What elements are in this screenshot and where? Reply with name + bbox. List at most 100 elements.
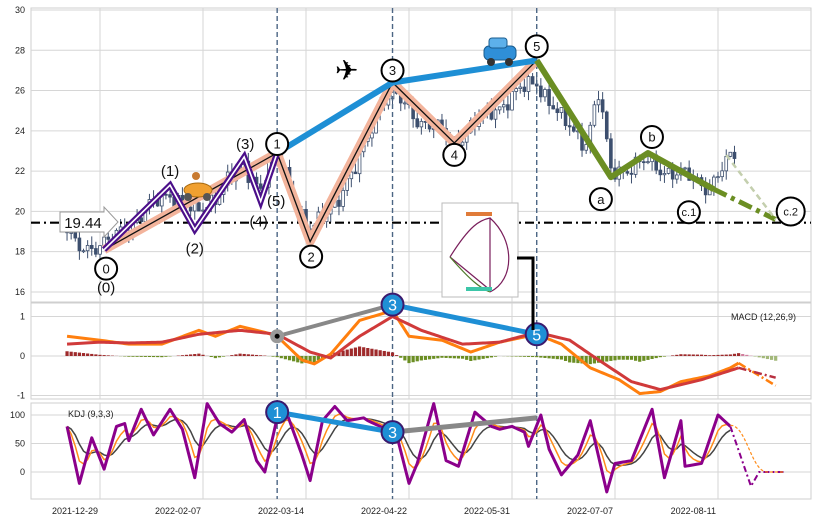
- macd-histogram-bar: [279, 356, 283, 359]
- kdj-divergence-line: [276, 409, 393, 435]
- macd-histogram-bar: [753, 356, 757, 357]
- corrective-wave-line: [534, 58, 716, 192]
- macd-histogram-bar: [563, 356, 568, 361]
- macd-histogram-bar: [465, 356, 469, 360]
- candle-body: [403, 102, 407, 105]
- wave-label-2: 2: [308, 249, 315, 264]
- macd-histogram-bar: [456, 356, 461, 359]
- macd-histogram-bar: [180, 355, 184, 356]
- candle-body: [370, 132, 374, 139]
- macd-histogram-bar: [94, 354, 98, 356]
- candle-body: [497, 106, 502, 111]
- labels: 0 1 2 3 4 5 (0) (1) (2) (3) (4) (5) a b c.1 c.2 19.44 ✈: [59, 34, 806, 330]
- scooter-wheel: [203, 193, 211, 201]
- candle-body: [81, 250, 86, 253]
- candle-body: [415, 118, 420, 128]
- macd-histogram-bar: [629, 356, 634, 360]
- macd-histogram-bar: [411, 356, 415, 363]
- candle-body: [572, 126, 576, 132]
- candle-body: [600, 99, 605, 113]
- candle-body: [662, 172, 667, 176]
- candle-body: [85, 245, 90, 252]
- macd-histogram-bar: [518, 356, 522, 357]
- macd-histogram-bar: [308, 356, 312, 363]
- candle-body: [530, 76, 535, 85]
- candle-body: [732, 151, 737, 159]
- macd-histogram-bar: [774, 356, 778, 361]
- macd-histogram-bar: [646, 356, 650, 360]
- macd-divergence-line: [392, 302, 538, 337]
- candle-body: [460, 141, 465, 146]
- wave-label-b: b: [648, 130, 655, 145]
- macd-dea-line: [66, 314, 740, 392]
- candle-body: [353, 171, 358, 175]
- macd-histogram-bar: [741, 353, 745, 356]
- wave-label-c-1: c.1: [682, 207, 697, 219]
- candle-body: [526, 76, 531, 92]
- x-tick-label: 2022-04-22: [361, 506, 407, 516]
- macd-histogram-bar: [477, 356, 481, 360]
- macd-histogram-bar: [687, 354, 691, 356]
- macd-y-tick: 1: [20, 312, 25, 322]
- macd-histogram-bar: [349, 348, 353, 356]
- candle-body: [164, 193, 168, 196]
- candle-body: [629, 172, 634, 175]
- candle-body: [555, 108, 560, 114]
- macd-histogram-bar: [151, 356, 156, 358]
- wave-label-0: 0: [103, 261, 110, 276]
- macd-histogram-bar: [193, 354, 197, 356]
- macd-histogram-bar: [592, 356, 596, 364]
- kdj-wave-mark-1-circle: [265, 400, 290, 425]
- kdj-y-tick: 0: [20, 467, 25, 477]
- sub-wave-inner: [103, 152, 278, 251]
- macd-histogram-bar: [242, 353, 246, 356]
- candle-body: [501, 104, 506, 108]
- macd-histogram-bar: [526, 356, 531, 357]
- scooter-body: [183, 182, 213, 198]
- macd-histogram-bar: [139, 356, 143, 357]
- macd-histogram-bar: [382, 350, 386, 356]
- inset-bar: [466, 212, 492, 216]
- macd-histogram-bar: [543, 356, 547, 358]
- candle-body: [592, 104, 597, 126]
- macd-histogram-bar: [588, 356, 592, 365]
- macd-histogram-bar: [551, 356, 555, 359]
- panel-frame-0: [30, 7, 812, 303]
- macd-histogram-bar: [423, 356, 428, 360]
- macd-histogram-bar: [745, 354, 749, 356]
- macd-histogram-bar: [90, 353, 94, 356]
- macd-histogram-bar: [246, 354, 250, 356]
- subwave-label: (2): [186, 241, 204, 258]
- candle-body: [642, 161, 646, 164]
- kdj-k-projection: [730, 424, 784, 473]
- macd-histogram-bar: [638, 356, 642, 362]
- candle-body: [510, 91, 514, 111]
- macd-histogram-bar: [460, 356, 465, 359]
- macd-histogram-bar: [535, 356, 539, 358]
- candle-body: [543, 89, 547, 98]
- candle-body: [675, 174, 679, 180]
- macd-histogram-bar: [69, 351, 73, 356]
- macd-histogram-bar: [473, 356, 477, 361]
- candle-body: [188, 206, 193, 212]
- macd-histogram-bar: [275, 356, 279, 358]
- macd-histogram-bar: [765, 356, 770, 360]
- macd-histogram-bar: [366, 348, 370, 356]
- kdj-j-projection: [729, 426, 784, 489]
- macd-histogram-bar: [559, 356, 564, 360]
- macd-title: MACD (12,26,9): [731, 312, 796, 322]
- macd-mark-dot-center: [274, 333, 280, 339]
- macd-y-tick: 0: [20, 351, 25, 361]
- wave-label-2-circle: [299, 244, 324, 269]
- macd-histogram-bar: [720, 354, 724, 356]
- car-roof: [488, 37, 508, 49]
- candle-body: [89, 245, 94, 249]
- macd-histogram-bar: [757, 356, 761, 358]
- macd-histogram-bar: [230, 355, 234, 356]
- macd-dea-projection: [738, 366, 777, 379]
- macd-histogram-bar: [432, 356, 436, 359]
- annotations: 3 5 1 3: [265, 292, 549, 445]
- candle-body: [514, 88, 518, 92]
- macd-wave-mark-3: 3: [388, 298, 397, 315]
- candle-body: [518, 86, 523, 89]
